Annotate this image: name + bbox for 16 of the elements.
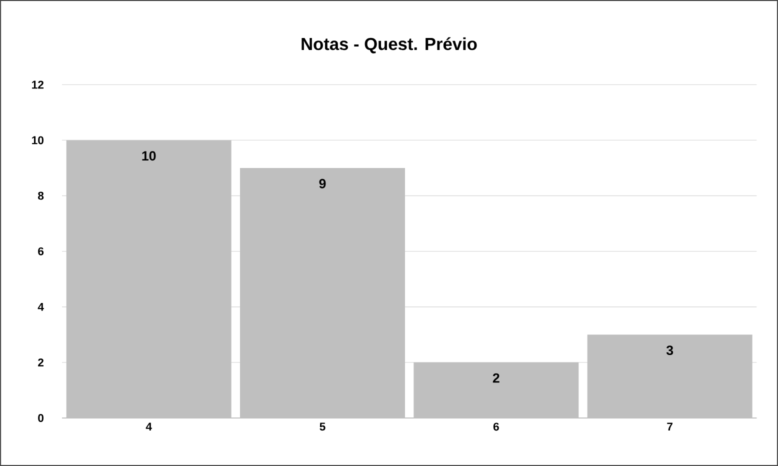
y-tick-label: 10 xyxy=(32,136,44,144)
y-tick-label: 4 xyxy=(38,302,44,311)
x-tick-label: 4 xyxy=(146,422,152,430)
data-label: 3 xyxy=(666,346,674,356)
data-label: 10 xyxy=(142,151,156,161)
data-label: 9 xyxy=(319,178,326,188)
y-tick-label: 12 xyxy=(32,80,44,89)
x-tick-label: 7 xyxy=(667,422,672,430)
y-tick-label: 2 xyxy=(38,358,44,366)
chart-title: Notas - Quest. Prévio xyxy=(302,37,477,54)
y-tick-label: 6 xyxy=(38,247,44,256)
y-tick-label: 0 xyxy=(38,414,44,422)
x-tick-label: 6 xyxy=(493,422,499,431)
data-label: 2 xyxy=(492,373,500,383)
y-tick-label: 8 xyxy=(38,192,44,200)
x-tick-label: 5 xyxy=(320,422,326,431)
